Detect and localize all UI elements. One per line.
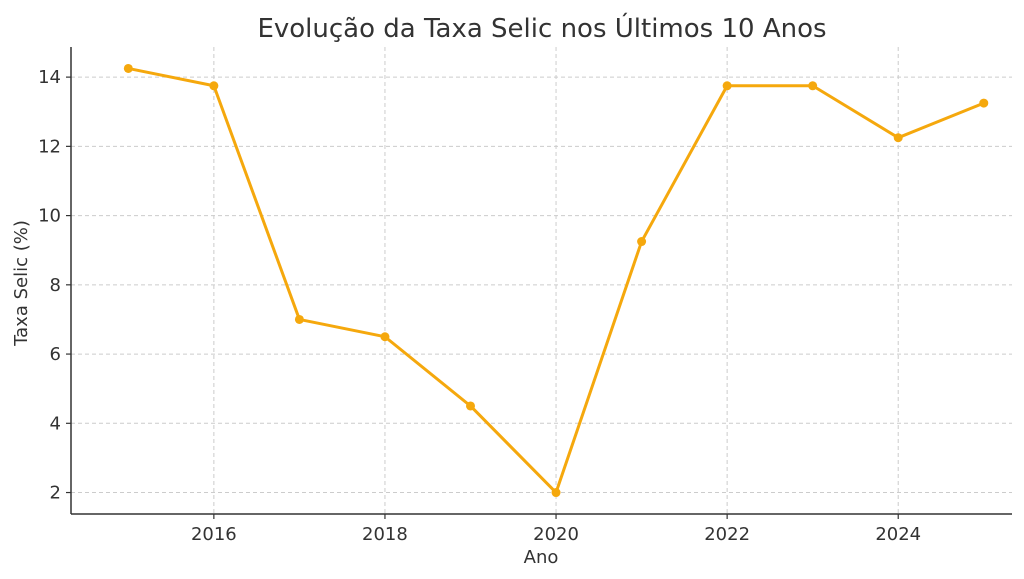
data-point [380, 332, 390, 342]
y-tick-label: 10 [38, 206, 61, 227]
data-point [123, 63, 133, 73]
data-point [294, 314, 304, 324]
y-tick-label: 8 [50, 275, 61, 296]
data-point [893, 133, 903, 143]
y-tick-label: 6 [50, 344, 61, 365]
data-point [979, 98, 989, 108]
data-point [209, 81, 219, 91]
x-axis-label: Ano [524, 547, 559, 568]
y-tick-label: 4 [50, 413, 61, 434]
y-tick-label: 14 [38, 67, 61, 88]
y-tick-label: 12 [38, 136, 61, 157]
ticks: 2016 2018 2020 2022 2024 2 4 6 8 10 12 14 [38, 67, 921, 545]
data-point [722, 81, 732, 91]
data-point [808, 81, 818, 91]
chart-title: Evolução da Taxa Selic nos Últimos 10 An… [257, 12, 826, 44]
x-tick-label: 2024 [875, 524, 921, 545]
data-point [466, 401, 475, 411]
x-tick-label: 2022 [704, 524, 750, 545]
y-tick-label: 2 [50, 483, 61, 504]
x-tick-label: 2016 [191, 524, 237, 545]
y-axis-label: Taxa Selic (%) [11, 220, 32, 347]
data-point [637, 237, 647, 247]
data-point [551, 488, 561, 498]
grid [71, 47, 1012, 514]
series [123, 63, 989, 498]
axes [70, 47, 1012, 515]
x-tick-label: 2018 [362, 524, 408, 545]
x-tick-label: 2020 [533, 524, 579, 545]
